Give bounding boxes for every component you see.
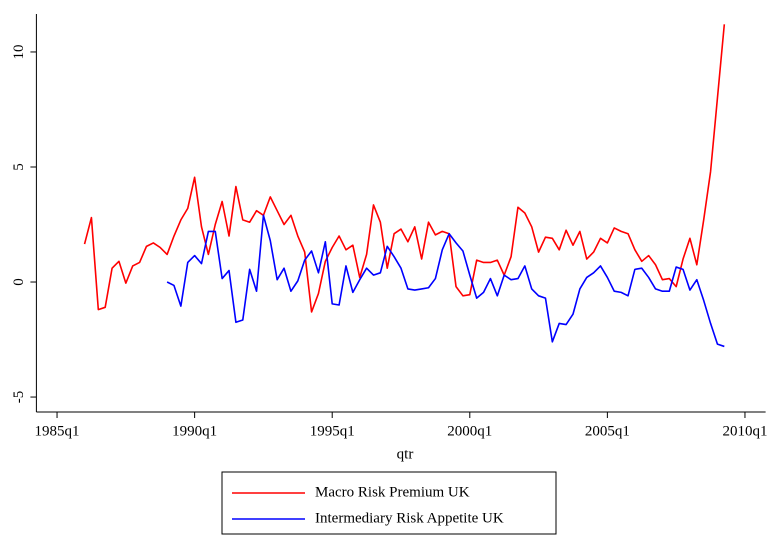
x-tick-label: 1995q1 xyxy=(310,423,355,439)
x-tick-label: 1990q1 xyxy=(172,423,217,439)
y-tick-label: 10 xyxy=(11,44,27,59)
y-tick-label: 0 xyxy=(11,278,27,286)
legend-label: Intermediary Risk Appetite UK xyxy=(315,510,504,526)
series-line xyxy=(166,214,725,348)
legend-label: Macro Risk Premium UK xyxy=(315,484,470,500)
y-tick-label: 5 xyxy=(11,163,27,171)
x-axis-label: qtr xyxy=(397,446,414,462)
y-tick-label: -5 xyxy=(11,391,27,404)
series-line xyxy=(83,24,726,313)
x-tick-label: 1985q1 xyxy=(35,423,80,439)
x-tick-label: 2010q1 xyxy=(722,423,767,439)
legend-box xyxy=(221,471,557,535)
x-tick-label: 2005q1 xyxy=(585,423,630,439)
x-tick-label: 2000q1 xyxy=(447,423,492,439)
